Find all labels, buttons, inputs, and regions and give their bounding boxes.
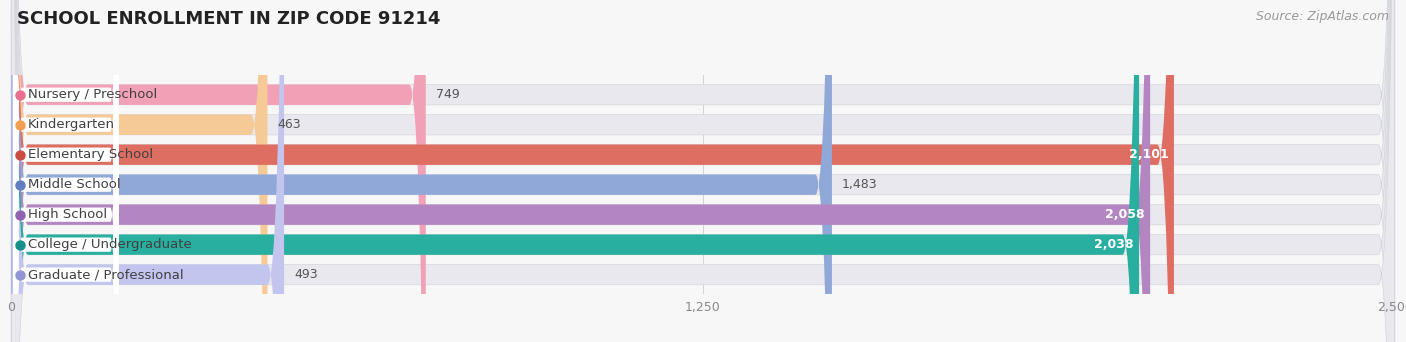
FancyBboxPatch shape bbox=[11, 0, 1395, 342]
Text: College / Undergraduate: College / Undergraduate bbox=[28, 238, 191, 251]
FancyBboxPatch shape bbox=[11, 0, 1395, 342]
FancyBboxPatch shape bbox=[11, 0, 1139, 342]
FancyBboxPatch shape bbox=[11, 0, 1395, 342]
Text: 2,058: 2,058 bbox=[1105, 208, 1144, 221]
FancyBboxPatch shape bbox=[14, 0, 118, 342]
FancyBboxPatch shape bbox=[11, 0, 426, 342]
Text: 463: 463 bbox=[277, 118, 301, 131]
FancyBboxPatch shape bbox=[11, 0, 1395, 342]
FancyBboxPatch shape bbox=[11, 0, 1174, 342]
Text: Graduate / Professional: Graduate / Professional bbox=[28, 268, 183, 281]
Text: Source: ZipAtlas.com: Source: ZipAtlas.com bbox=[1256, 10, 1389, 23]
Text: Elementary School: Elementary School bbox=[28, 148, 153, 161]
FancyBboxPatch shape bbox=[11, 0, 1395, 342]
FancyBboxPatch shape bbox=[14, 0, 118, 342]
FancyBboxPatch shape bbox=[11, 0, 832, 342]
FancyBboxPatch shape bbox=[11, 0, 1395, 342]
Text: Middle School: Middle School bbox=[28, 178, 121, 191]
Text: 2,038: 2,038 bbox=[1094, 238, 1133, 251]
FancyBboxPatch shape bbox=[14, 0, 118, 342]
FancyBboxPatch shape bbox=[14, 0, 118, 342]
FancyBboxPatch shape bbox=[14, 0, 118, 342]
FancyBboxPatch shape bbox=[11, 0, 1150, 342]
Text: High School: High School bbox=[28, 208, 107, 221]
FancyBboxPatch shape bbox=[14, 0, 118, 342]
FancyBboxPatch shape bbox=[11, 0, 284, 342]
Text: Kindergarten: Kindergarten bbox=[28, 118, 115, 131]
FancyBboxPatch shape bbox=[11, 0, 1395, 342]
FancyBboxPatch shape bbox=[11, 0, 267, 342]
Text: 2,101: 2,101 bbox=[1129, 148, 1168, 161]
Text: 493: 493 bbox=[294, 268, 318, 281]
FancyBboxPatch shape bbox=[14, 0, 118, 342]
Text: Nursery / Preschool: Nursery / Preschool bbox=[28, 88, 157, 101]
Text: SCHOOL ENROLLMENT IN ZIP CODE 91214: SCHOOL ENROLLMENT IN ZIP CODE 91214 bbox=[17, 10, 440, 28]
Text: 1,483: 1,483 bbox=[842, 178, 877, 191]
Text: 749: 749 bbox=[436, 88, 460, 101]
